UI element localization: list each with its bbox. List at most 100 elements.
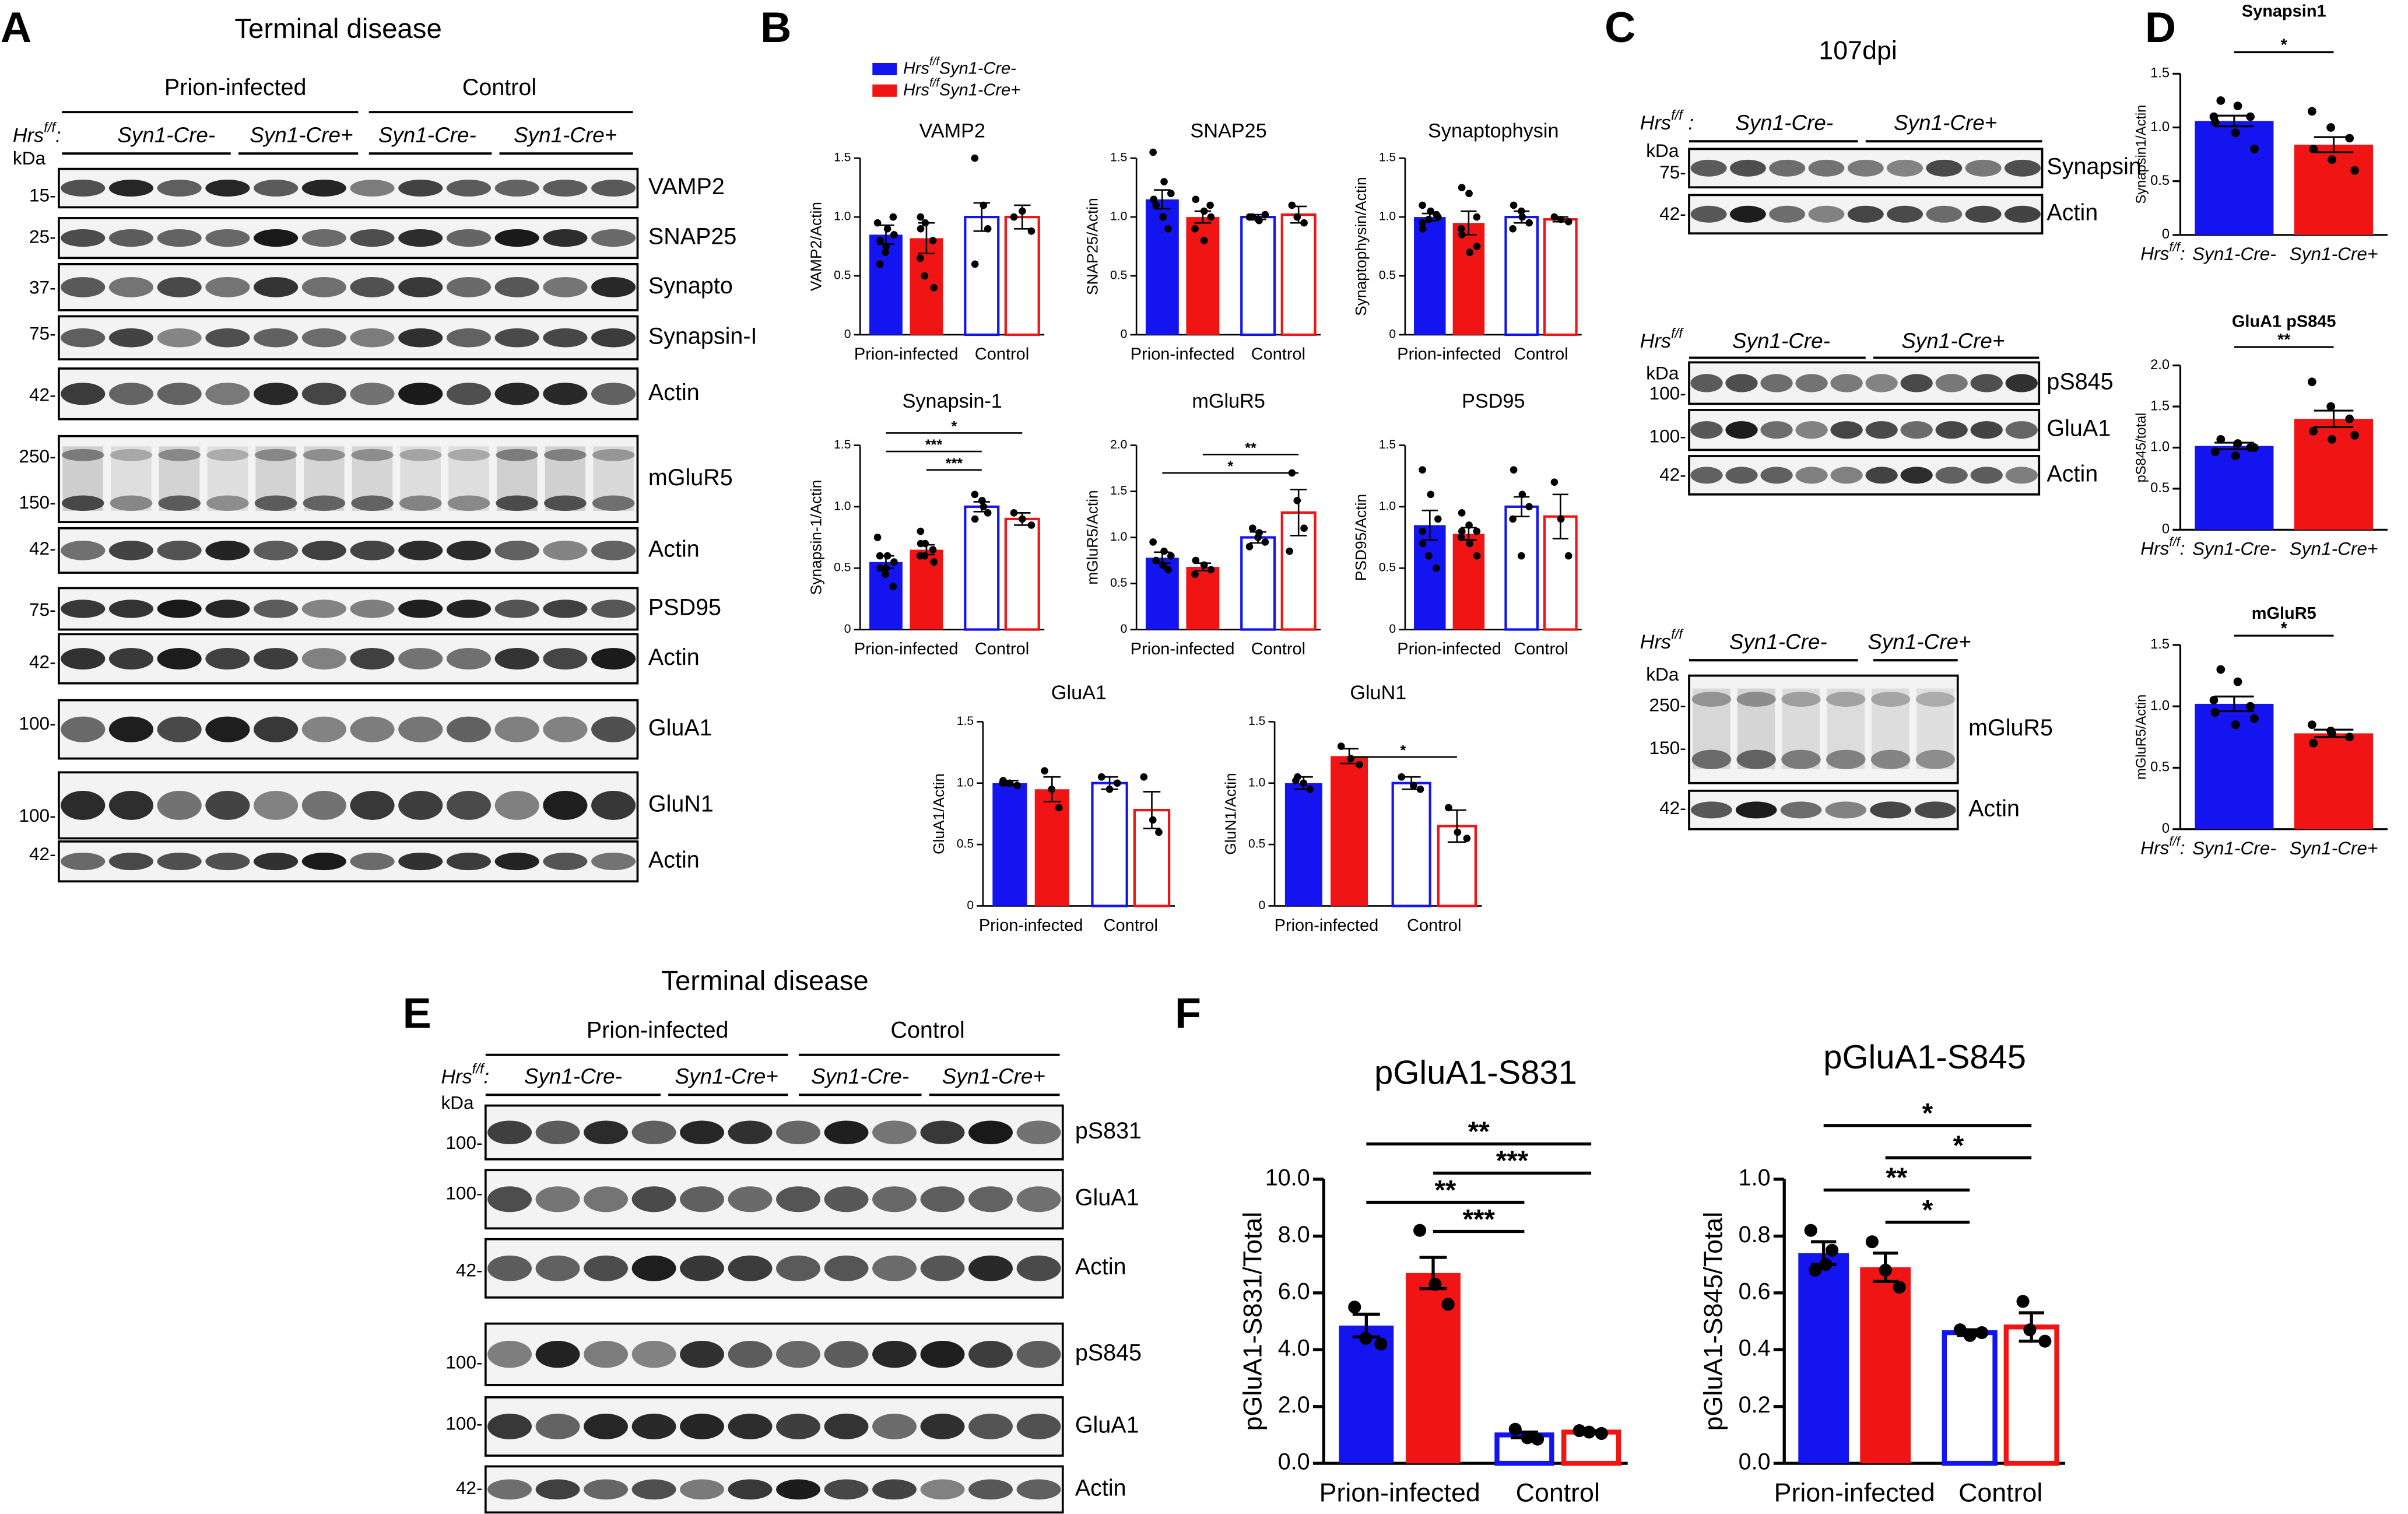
blot-band [680, 1186, 725, 1212]
blot-band [872, 1341, 917, 1368]
data-point [1557, 215, 1565, 223]
blot-band [157, 791, 202, 820]
blot-band [399, 495, 442, 511]
blot-band [494, 276, 539, 297]
blot-band [1847, 205, 1884, 223]
blot-band [1736, 692, 1776, 707]
x-tick-label: Control [1407, 916, 1461, 935]
blot-band [254, 600, 299, 618]
y-tick-label: 0.5 [834, 269, 851, 282]
data-point [1572, 1424, 1586, 1438]
significance-label: * [2281, 36, 2288, 54]
blot-band [1965, 159, 2002, 177]
data-point [1149, 538, 1157, 546]
data-point [1419, 466, 1426, 474]
data-point [2309, 738, 2318, 748]
blot-band [872, 1255, 917, 1281]
y-axis-label: VAMP2/Actin [807, 202, 824, 291]
blot-band [158, 448, 201, 461]
data-point [1433, 564, 1440, 572]
data-point [1419, 527, 1427, 535]
blot-band [301, 541, 346, 560]
blot-band [1826, 692, 1866, 707]
data-point [929, 546, 937, 553]
blot-band [301, 328, 346, 348]
data-point [1249, 524, 1256, 532]
data-point [2309, 426, 2318, 436]
data-point [971, 260, 979, 268]
panel-title: Terminal disease [234, 13, 441, 44]
data-point [999, 779, 1007, 787]
data-point [1286, 547, 1294, 555]
blot-band [1970, 421, 2003, 439]
blot-band [592, 448, 635, 461]
blot-smear [1872, 688, 1909, 769]
bar [1034, 789, 1069, 906]
blot-band [61, 383, 106, 405]
data-point [1445, 804, 1452, 812]
blot-label: Synapto [648, 273, 733, 299]
blot-band [872, 1413, 917, 1439]
y-tick-label: 0 [2162, 522, 2170, 537]
blot-band [157, 647, 202, 670]
data-point [1458, 509, 1466, 517]
x-tick-label: Prion-infected [1131, 640, 1235, 658]
y-tick-label: 1.5 [1248, 714, 1265, 728]
data-point [2250, 443, 2259, 452]
genotype-label: Syn1-Cre+ [1868, 630, 1971, 654]
blot-band [776, 1413, 820, 1439]
y-tick-label: 0 [1259, 899, 1266, 912]
blot-band [543, 229, 588, 247]
genotype-label: Syn1-Cre+ [675, 1064, 778, 1088]
blot-band [591, 276, 636, 297]
blot-band [205, 328, 250, 348]
data-point [1140, 773, 1148, 781]
blot-band [920, 1413, 965, 1439]
kda-marker: 42- [29, 384, 56, 405]
y-axis-label: SNAP25/Actin [1083, 198, 1101, 295]
data-point [1809, 1263, 1822, 1277]
data-point [1152, 201, 1160, 209]
blot-band [350, 791, 395, 820]
blot-band [1016, 1341, 1061, 1368]
data-point [1434, 515, 1442, 523]
x-tick-label: Prion-infected [854, 345, 959, 363]
data-point [1457, 225, 1465, 233]
blot-band [108, 276, 154, 297]
y-tick-label: 0.2 [1739, 1392, 1771, 1418]
blot-band [1900, 467, 1933, 484]
data-point [1517, 552, 1525, 560]
data-point [1473, 552, 1481, 560]
blot-label: Synapsin-I [648, 324, 757, 349]
prefix-base: Hrs [441, 1066, 472, 1088]
significance-label: *** [1463, 1204, 1496, 1235]
data-point [1531, 1432, 1545, 1446]
blot-band [61, 276, 106, 297]
blot-band [1760, 374, 1793, 392]
blot-band [728, 1413, 773, 1439]
prefix-suffix: : [2180, 837, 2185, 858]
x-tick-label: Control [1104, 916, 1158, 935]
kda-marker: 150- [1649, 737, 1686, 758]
blot-band [544, 448, 587, 461]
significance-label: ** [1468, 1116, 1490, 1147]
genotype-label: Syn1-Cre- [1732, 329, 1830, 353]
blot-band [487, 1413, 532, 1439]
y-tick-label: 0.6 [1739, 1278, 1771, 1304]
kda-marker: 250- [19, 446, 55, 467]
blot-label: GluA1 [1075, 1412, 1139, 1438]
bar [2195, 446, 2274, 530]
blot-band [61, 647, 106, 670]
bar [1145, 558, 1179, 630]
data-point [2309, 145, 2318, 153]
blot-band [1725, 374, 1758, 392]
data-point [2209, 112, 2219, 121]
bar [1280, 213, 1317, 337]
blot-band [487, 1120, 532, 1145]
data-point [1160, 547, 1168, 555]
blot-band [301, 180, 346, 197]
y-tick-label: 0 [1121, 328, 1128, 341]
blot-band [301, 647, 346, 670]
blot-band [205, 383, 250, 405]
y-tick-label: 1.5 [834, 438, 851, 451]
